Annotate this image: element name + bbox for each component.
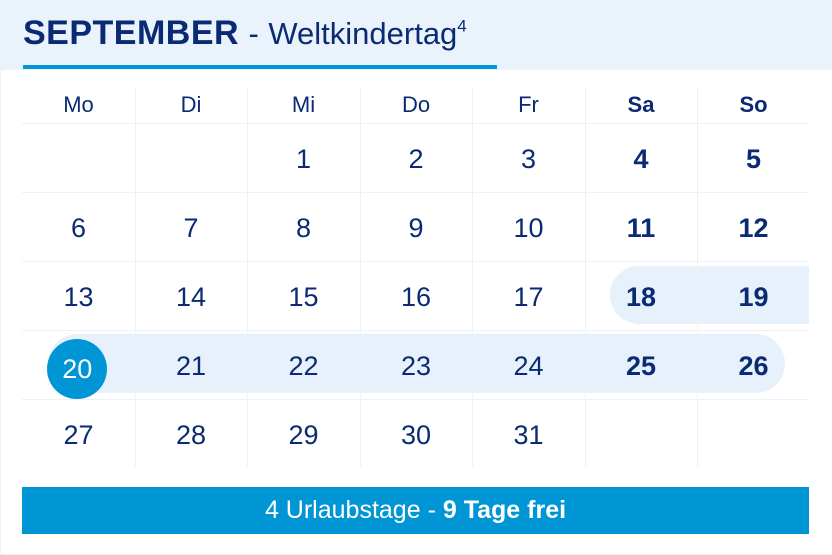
grid-divider <box>22 192 809 193</box>
grid-divider <box>22 123 809 124</box>
weekday-header: Di <box>180 92 202 117</box>
page-title: SEPTEMBER - Weltkindertag4 <box>23 14 467 53</box>
weekday-header: Sa <box>627 92 655 117</box>
calendar-day[interactable]: 3 <box>520 144 537 174</box>
calendar-day[interactable]: 13 <box>63 282 94 312</box>
grid-divider <box>247 88 248 467</box>
calendar-day[interactable]: 16 <box>400 282 432 312</box>
calendar-day[interactable]: 5 <box>745 144 762 174</box>
footnote-marker: 4 <box>457 16 467 36</box>
calendar-day[interactable]: 2 <box>408 144 424 174</box>
selected-day[interactable]: 20 <box>47 339 108 399</box>
vacation-highlight-week3 <box>610 266 809 324</box>
vacation-highlight-week4 <box>48 334 785 393</box>
days-off: 9 Tage frei <box>442 496 567 524</box>
vacation-days: 4 Urlaubstage <box>264 496 421 524</box>
calendar-day[interactable]: 19 <box>738 282 769 312</box>
calendar-day[interactable]: 27 <box>63 420 94 450</box>
calendar-day[interactable]: 12 <box>738 213 769 243</box>
calendar-day[interactable]: 11 <box>626 213 656 243</box>
weekday-header: Do <box>401 92 431 117</box>
calendar-day[interactable]: 28 <box>175 420 207 450</box>
calendar-day[interactable]: 18 <box>625 282 657 312</box>
weekday-header: So <box>739 92 768 117</box>
calendar-day[interactable]: 15 <box>288 282 319 312</box>
grid-divider <box>134 88 136 467</box>
calendar-day[interactable]: 23 <box>400 351 432 381</box>
month-name: SEPTEMBER <box>23 14 240 52</box>
title-separator: - <box>248 16 259 51</box>
calendar-day[interactable]: 4 <box>633 144 649 174</box>
weekday-header: Mi <box>291 92 316 117</box>
calendar-day[interactable]: 14 <box>175 282 207 312</box>
grid-divider <box>359 88 361 467</box>
calendar-day[interactable]: 22 <box>288 351 319 381</box>
grid-divider <box>472 88 473 467</box>
grid-divider <box>584 88 586 467</box>
month-header <box>0 0 832 70</box>
calendar-day[interactable]: 9 <box>408 213 424 243</box>
calendar-day[interactable]: 26 <box>738 351 769 381</box>
calendar-day[interactable]: 7 <box>183 213 199 243</box>
calendar-day[interactable]: 29 <box>288 420 319 450</box>
banner-separator: - <box>427 496 436 524</box>
calendar-day[interactable]: 25 <box>625 351 657 381</box>
calendar-day[interactable]: 31 <box>513 420 544 450</box>
grid-divider <box>22 261 809 262</box>
calendar-day[interactable]: 10 <box>513 213 544 243</box>
calendar-day[interactable]: 6 <box>70 213 87 243</box>
grid-divider <box>697 88 698 467</box>
calendar-day[interactable]: 17 <box>513 282 544 312</box>
calendar-day[interactable]: 21 <box>175 351 207 381</box>
calendar-day[interactable]: 1 <box>295 144 312 174</box>
grid-divider <box>22 399 809 400</box>
calendar-day[interactable]: 30 <box>400 420 432 450</box>
holiday-name: Weltkindertag <box>268 16 458 51</box>
grid-divider <box>22 330 809 331</box>
calendar-day[interactable]: 8 <box>295 213 312 243</box>
calendar-day[interactable]: 24 <box>513 351 544 381</box>
weekday-header: Mo <box>63 92 94 117</box>
weekday-header: Fr <box>518 92 539 117</box>
vacation-banner: 4 Urlaubstage - 9 Tage frei <box>22 487 809 534</box>
title-underline <box>23 65 497 69</box>
